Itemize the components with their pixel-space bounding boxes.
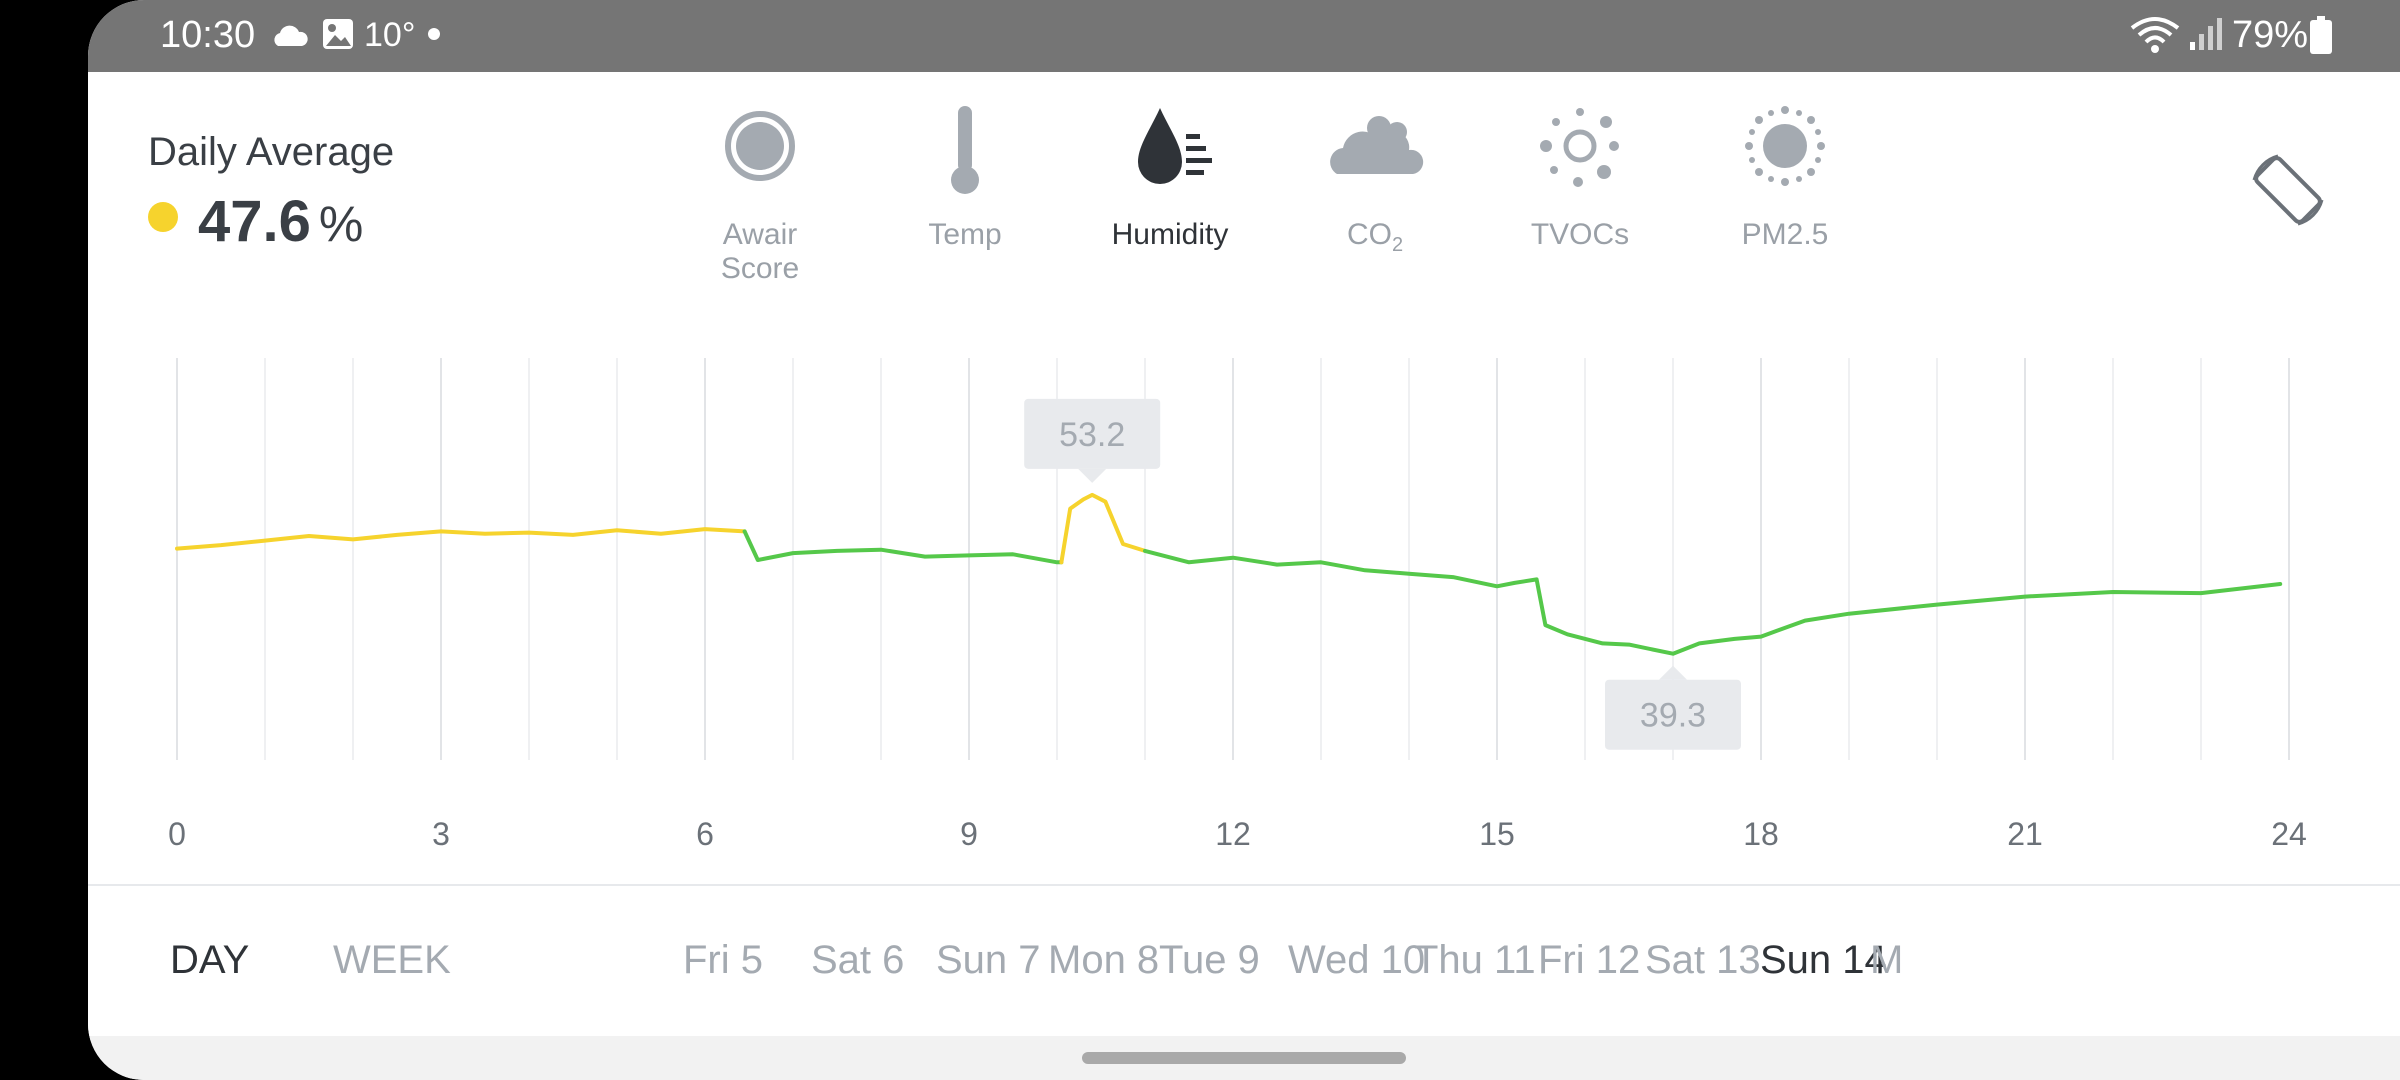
series-line — [742, 529, 1064, 565]
x-tick-label: 18 — [1743, 816, 1779, 852]
date-item[interactable]: Sat 13 — [1645, 938, 1761, 982]
date-item[interactable]: M — [1870, 938, 1904, 982]
humidity-chart: 53.2 39.3 0 3 6 9 12 15 18 21 24 — [168, 358, 2307, 852]
tab-label-pm25: PM2.5 — [1741, 218, 1829, 251]
tab-label-co2: CO2 — [1346, 218, 1404, 256]
date-item[interactable]: Wed 10 — [1288, 938, 1426, 982]
gallery-icon — [323, 19, 353, 49]
chart-x-ticks: 0 3 6 9 12 15 18 21 24 — [168, 816, 2307, 852]
pm25-icon — [1745, 106, 1825, 186]
status-time: 10:30 — [160, 14, 256, 56]
app-screen: 10:30 10° 79% Daily Average — [88, 0, 2400, 1080]
tab-week[interactable]: WEEK — [333, 938, 451, 982]
tab-temp[interactable]: Temp — [875, 100, 1055, 252]
status-indicator-dot — [148, 202, 178, 232]
humidity-drop-icon — [1138, 108, 1212, 184]
rotate-screen-icon[interactable] — [2248, 150, 2328, 230]
max-callout-pointer — [1078, 468, 1107, 483]
date-item[interactable]: Sun 7 — [936, 938, 1041, 982]
series-line — [1143, 548, 2283, 656]
divider — [88, 884, 2400, 886]
tab-label-awair-score: Awair Score — [720, 218, 800, 285]
chart-callouts: 53.2 39.3 — [1024, 398, 1741, 750]
date-item[interactable]: Tue 9 — [1159, 938, 1260, 982]
daily-average-number: 47.6 — [198, 189, 311, 254]
thermometer-icon — [951, 106, 979, 194]
max-callout-label: 53.2 — [1059, 416, 1125, 454]
wifi-icon — [2130, 17, 2180, 53]
x-tick-label: 12 — [1215, 816, 1251, 852]
tab-label-temp: Temp — [928, 218, 1002, 251]
min-callout-label: 39.3 — [1640, 697, 1706, 735]
x-tick-label: 24 — [2271, 816, 2307, 852]
co2-cloud-icon — [1330, 116, 1424, 174]
x-tick-label: 9 — [960, 816, 978, 852]
tab-pm25[interactable]: PM2.5 — [1695, 100, 1875, 252]
date-item[interactable]: Sat 6 — [811, 938, 905, 982]
date-item[interactable]: Thu 11 — [1414, 938, 1536, 982]
x-tick-label: 3 — [432, 816, 450, 852]
tab-label-humidity: Humidity — [1111, 218, 1229, 251]
tab-co2[interactable]: CO2 — [1285, 100, 1465, 262]
date-item[interactable]: Sun 14 — [1760, 938, 1887, 982]
daily-average-value: 47.6% — [198, 188, 363, 255]
series-line — [1059, 492, 1147, 565]
status-bar: 10:30 10° 79% — [88, 0, 2400, 72]
awair-score-icon — [725, 111, 795, 181]
min-callout-box — [1605, 679, 1741, 750]
date-item[interactable]: Fri 5 — [683, 938, 763, 982]
x-tick-label: 0 — [168, 816, 186, 852]
notification-dot-icon — [428, 28, 440, 40]
daily-average-label: Daily Average — [148, 130, 395, 174]
tab-label-tvocs: TVOCs — [1530, 218, 1630, 251]
x-tick-label: 21 — [2007, 816, 2043, 852]
chart-series — [175, 492, 2283, 656]
tab-tvocs[interactable]: TVOCs — [1490, 100, 1670, 252]
date-item[interactable]: Mon 8 — [1048, 938, 1160, 982]
tab-awair-score[interactable]: Awair Score — [670, 100, 850, 286]
tvocs-icon — [1540, 108, 1619, 187]
series-line — [175, 527, 747, 551]
battery-percentage: 79% — [2232, 14, 2309, 56]
tab-day[interactable]: DAY — [170, 938, 250, 982]
battery-icon — [2310, 16, 2332, 54]
x-tick-label: 6 — [696, 816, 714, 852]
signal-icon — [2190, 18, 2222, 50]
daily-average-unit: % — [318, 196, 364, 252]
home-indicator[interactable] — [1082, 1052, 1406, 1064]
tab-humidity[interactable]: Humidity — [1080, 100, 1260, 252]
min-callout-pointer — [1659, 665, 1687, 680]
status-temperature: 10° — [364, 16, 416, 54]
max-callout-box — [1024, 398, 1161, 469]
date-item[interactable]: Fri 12 — [1538, 938, 1641, 982]
x-tick-label: 15 — [1479, 816, 1515, 852]
period-nav: DAY WEEK Fri 5 Sat 6 Sun 7 Mon 8 Tue 9 Wed 10… — [88, 886, 2400, 1036]
cloud-icon — [274, 25, 308, 46]
